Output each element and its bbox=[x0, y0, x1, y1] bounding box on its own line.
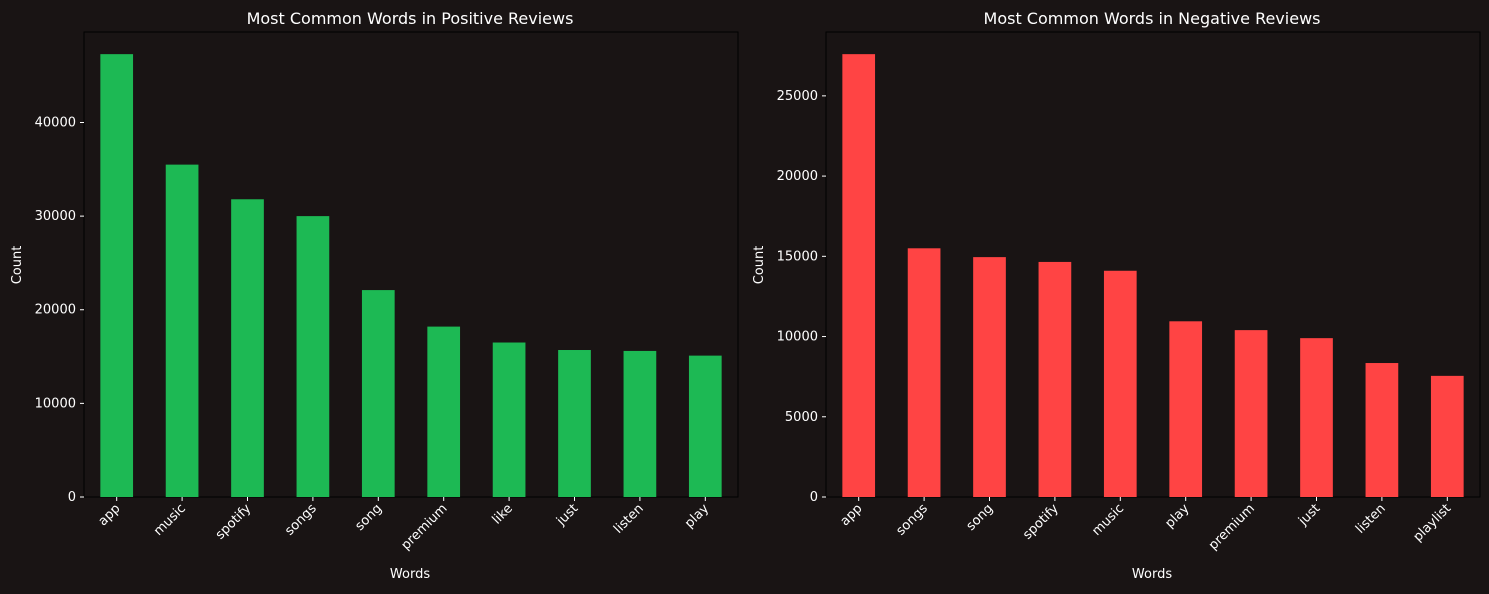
y-tick-label: 30000 bbox=[35, 209, 76, 224]
bar-listen bbox=[623, 350, 657, 497]
bar-spotify bbox=[1038, 261, 1072, 497]
x-axis-label: Words bbox=[390, 567, 430, 582]
y-ticks-group: 0 10000 20000 30000 40000 bbox=[35, 115, 84, 505]
bar-premium bbox=[427, 326, 461, 497]
bar-songs bbox=[907, 248, 941, 497]
chart-title: Most Common Words in Positive Reviews bbox=[247, 9, 574, 28]
bar-play bbox=[688, 355, 722, 497]
chart-title: Most Common Words in Negative Reviews bbox=[984, 9, 1321, 28]
bar-music bbox=[1103, 270, 1137, 497]
bar-just bbox=[1300, 338, 1333, 497]
bar-listen bbox=[1365, 363, 1399, 497]
plot-area-frame bbox=[825, 31, 1481, 498]
y-axis-label: Count bbox=[10, 246, 25, 285]
bar-songs bbox=[296, 216, 330, 497]
y-tick-label: 20000 bbox=[35, 303, 76, 318]
bar-play bbox=[1169, 321, 1203, 497]
y-tick-label: 0 bbox=[68, 490, 76, 505]
bar-app bbox=[842, 54, 876, 498]
bars-group bbox=[842, 54, 1464, 498]
bar-premium bbox=[1234, 330, 1268, 497]
y-tick-label: 25000 bbox=[777, 89, 818, 104]
y-axis-label: Count bbox=[752, 246, 767, 285]
y-tick-label: 10000 bbox=[777, 330, 818, 345]
y-tick-label: 0 bbox=[810, 490, 818, 505]
x-axis-label: Words bbox=[1132, 567, 1172, 582]
bar-playlist bbox=[1430, 375, 1464, 497]
y-tick-label: 20000 bbox=[777, 169, 818, 184]
bar-music bbox=[165, 164, 199, 497]
y-tick-label: 5000 bbox=[785, 410, 818, 425]
bar-just bbox=[558, 350, 591, 497]
bar-song bbox=[973, 257, 1006, 497]
plot-area-frame bbox=[83, 31, 739, 498]
y-tick-label: 10000 bbox=[35, 396, 76, 411]
y-tick-label: 15000 bbox=[777, 249, 818, 264]
y-tick-label: 40000 bbox=[35, 115, 76, 130]
bar-spotify bbox=[231, 199, 264, 497]
y-ticks-group: 0 5000 10000 15000 20000 25000 bbox=[777, 89, 826, 505]
bars-group bbox=[100, 54, 722, 498]
bar-like bbox=[492, 342, 526, 497]
bar-app bbox=[100, 54, 134, 498]
positive-reviews-chart: Most Common Words in Positive Reviews Co… bbox=[10, 9, 739, 582]
bar-song bbox=[361, 290, 395, 497]
